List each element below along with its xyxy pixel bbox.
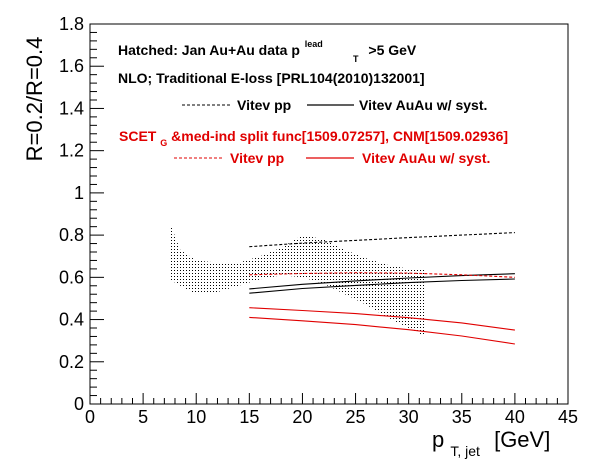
x-tick-label: 30	[399, 407, 419, 427]
y-tick-label: 0.6	[59, 267, 84, 287]
annotation-line-2: NLO; Traditional E-loss [PRL104(2010)132…	[118, 70, 425, 86]
annotation-1-sub: T	[353, 54, 359, 64]
series-line	[249, 278, 515, 294]
y-axis-ticks: 0 0.2 0.4 0.6 0.8 1 1.2 1.4 1.6 1.8	[59, 14, 104, 414]
series-line	[249, 307, 515, 331]
legend-label-black-pp: Vitev pp	[237, 97, 291, 113]
x-axis-label-main: p	[432, 427, 444, 452]
y-axis-label: R=0.2/R=0.4	[22, 37, 47, 162]
series-line	[249, 232, 515, 248]
series-line	[249, 272, 515, 278]
x-tick-label: 35	[452, 407, 472, 427]
legend-label-black-auau: Vitev AuAu w/ syst.	[359, 97, 487, 113]
y-tick-label: 1	[74, 183, 84, 203]
x-tick-label: 0	[85, 407, 95, 427]
x-axis-label-unit: [GeV]	[494, 427, 550, 452]
x-tick-label: 25	[346, 407, 366, 427]
x-tick-label: 5	[138, 407, 148, 427]
annotation-3-sub: G	[160, 138, 167, 148]
y-tick-label: 1.4	[59, 98, 84, 118]
annotation-1-post: >5 GeV	[368, 42, 417, 58]
x-tick-label: 20	[292, 407, 312, 427]
annotation-3-post: &med-ind split func[1509.07257], CNM[150…	[171, 128, 508, 144]
y-tick-label: 0.2	[59, 352, 84, 372]
y-tick-label: 0.8	[59, 225, 84, 245]
legend-label-red-pp: Vitev pp	[230, 150, 284, 166]
y-tick-label: 0	[74, 394, 84, 414]
y-tick-label: 0.4	[59, 310, 84, 330]
legend-label-red-auau: Vitev AuAu w/ syst.	[362, 150, 490, 166]
annotation-3-text: SCET	[119, 128, 157, 144]
x-tick-label: 15	[239, 407, 259, 427]
x-tick-label: 10	[186, 407, 206, 427]
x-axis-label: p T, jet [GeV]	[432, 427, 550, 461]
plot-frame	[89, 23, 569, 405]
annotation-line-3: SCET G &med-ind split func[1509.07257], …	[119, 128, 508, 149]
series-line	[249, 316, 515, 345]
annotation-line-1: Hatched: Jan Au+Au data p lead T >5 GeV	[118, 34, 417, 65]
x-axis-label-sub: T, jet	[450, 443, 480, 459]
y-tick-label: 1.6	[59, 56, 84, 76]
y-tick-label: 1.2	[59, 141, 84, 161]
series-layer	[249, 232, 515, 345]
x-tick-label: 45	[558, 407, 578, 427]
y-tick-label: 1.8	[59, 14, 84, 34]
x-tick-label: 40	[505, 407, 525, 427]
annotation-1-sup: lead	[305, 39, 323, 49]
annotation-1-text: Hatched: Jan Au+Au data p	[118, 42, 300, 58]
x-axis-ticks: 0 5 10 15 20 25 30 35 40 45	[85, 393, 578, 427]
